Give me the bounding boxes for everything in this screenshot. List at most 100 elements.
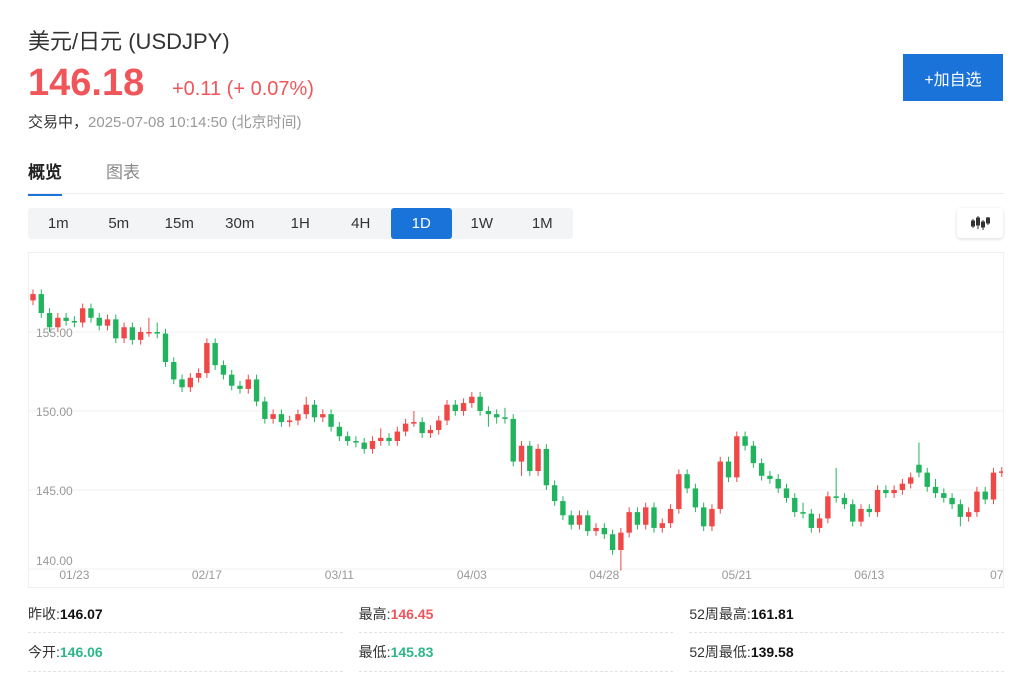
candle-body (808, 513, 815, 528)
candle-body (618, 532, 624, 551)
candle-body (369, 441, 376, 449)
stat-value: 139.58 (750, 644, 794, 660)
stat-value: 161.81 (750, 606, 794, 622)
candle-body (386, 437, 392, 442)
candle-body (593, 527, 599, 532)
stat-label: 52周最高: (689, 606, 751, 622)
candle-body (303, 404, 309, 415)
candle-body (792, 497, 798, 513)
candle-body (493, 414, 500, 418)
candle-body (833, 496, 839, 498)
period-1m[interactable]: 1m (47, 215, 69, 232)
stat-item: 今开: 146.06 (28, 633, 343, 672)
candle-body (974, 491, 980, 513)
period-15m[interactable]: 15m (164, 215, 194, 232)
period-1D[interactable]: 1D (391, 208, 452, 239)
candle-body (278, 414, 285, 423)
x-tick-label: 04/03 (457, 568, 487, 582)
candle-body (659, 523, 665, 528)
candle-body (96, 317, 102, 326)
candle-body (55, 317, 61, 328)
candle-body (742, 436, 748, 446)
candle-body (502, 417, 508, 419)
candle-body (79, 308, 86, 323)
timezone: (北京时间) (231, 114, 302, 131)
candle-body (229, 374, 235, 386)
candle-body (758, 463, 765, 476)
candle-body (469, 396, 475, 404)
period-1H[interactable]: 1H (290, 215, 310, 232)
tab-chart[interactable]: 图表 (106, 163, 140, 182)
candle-body (899, 483, 906, 490)
chart-type-button[interactable] (957, 208, 1003, 238)
candle-body (585, 515, 591, 532)
candle-body (162, 333, 169, 363)
candle-body (634, 512, 641, 525)
stats-row: 今开: 146.06 最低: 145.83 52周最低: 139.58 (28, 633, 1005, 672)
y-tick-label: 155.00 (36, 326, 73, 340)
candle-body (999, 471, 1005, 473)
candle-body (767, 475, 773, 479)
candle-body (485, 411, 492, 415)
candle-body (560, 501, 566, 516)
y-tick-label: 140.00 (36, 554, 73, 568)
candle-body (286, 420, 293, 423)
period-5m[interactable]: 5m (108, 215, 130, 232)
candle-body (30, 294, 36, 301)
candle-body (692, 488, 699, 508)
candle-body (427, 429, 434, 434)
candle-body (187, 377, 194, 388)
candle-body (841, 497, 848, 505)
price-chart[interactable]: 155.00 150.00 145.00 140.00 01/23 02/17 03/11 0… (28, 252, 1014, 588)
candle-body (394, 431, 401, 442)
y-tick-label: 145.00 (36, 484, 73, 498)
stats-row: 昨收: 146.07 最高: 146.45 52周最高: 161.81 (28, 596, 1005, 633)
trading-status: 交易中，2025-07-08 10:14:50 (北京时间) (28, 111, 301, 132)
candle-body (568, 515, 574, 525)
candle-body (527, 445, 533, 472)
candle-body (46, 313, 53, 328)
candle-body (866, 508, 872, 513)
y-tick-label: 150.00 (36, 405, 73, 419)
stat-label: 52周最低: (689, 644, 751, 660)
x-tick-label: 07/0 (990, 568, 1003, 582)
candle-body (204, 343, 210, 374)
period-30m[interactable]: 30m (225, 215, 255, 232)
stat-value: 146.07 (59, 606, 103, 622)
candle-body (137, 332, 144, 340)
candle-body (941, 493, 947, 498)
add-to-watchlist-button[interactable]: +加自选 (903, 54, 1003, 101)
period-1M[interactable]: 1M (531, 215, 553, 232)
candle-body (907, 477, 914, 484)
divider (28, 193, 1004, 194)
candle-body (311, 404, 318, 418)
x-tick-label: 05/21 (722, 568, 752, 582)
candle-body (411, 422, 417, 424)
period-4H[interactable]: 4H (351, 215, 371, 232)
price-change: +0.11 (+ 0.07%) (172, 78, 314, 100)
candle-body (800, 512, 806, 514)
candle-body (63, 317, 69, 321)
candle-body (344, 436, 351, 442)
tab-overview[interactable]: 概览 (28, 158, 62, 196)
candle-body (957, 504, 964, 517)
candle-body (270, 414, 276, 419)
candle-body (195, 373, 202, 378)
candle-body (874, 490, 881, 513)
candle-body (667, 508, 674, 524)
candle-body (402, 423, 409, 432)
candle-body (609, 534, 616, 551)
period-1W[interactable]: 1W (470, 215, 494, 232)
status-text: 交易中， (28, 114, 89, 131)
stat-item: 最低: 145.83 (358, 633, 674, 672)
candle-body (750, 445, 757, 464)
candle-body (651, 507, 657, 528)
stat-item: 昨收: 146.07 (28, 596, 343, 633)
stat-item: 52周最高: 161.81 (689, 596, 1005, 633)
candle-body (171, 362, 177, 380)
candle-body (336, 426, 343, 437)
candle-body (129, 327, 136, 340)
candle-body (576, 515, 583, 525)
candle-body (982, 491, 988, 500)
timestamp: 2025-07-08 10:14:50 (88, 114, 228, 131)
